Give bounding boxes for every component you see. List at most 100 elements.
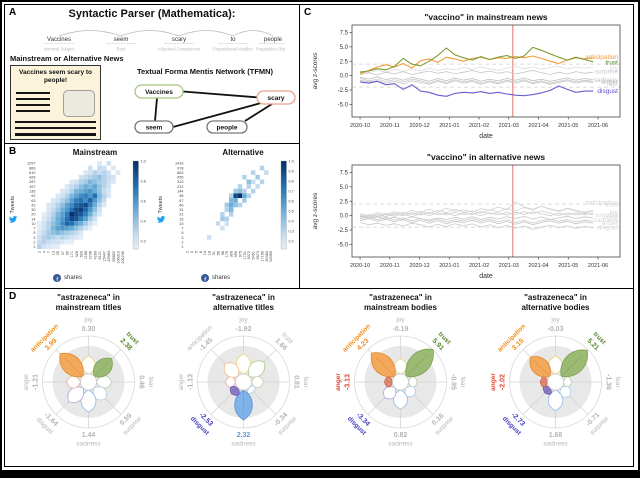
svg-text:0.8: 0.8 <box>141 179 146 183</box>
svg-text:1433: 1433 <box>175 162 183 166</box>
svg-text:10: 10 <box>31 222 35 226</box>
svg-text:"vaccino" in mainstream news: "vaccino" in mainstream news <box>424 12 548 22</box>
svg-text:-2.02: -2.02 <box>499 374 506 390</box>
svg-text:-1.92: -1.92 <box>236 326 252 333</box>
tweets-axis-label: Tweets <box>10 196 16 214</box>
svg-text:people: people <box>217 124 238 131</box>
flower-mainstream-bodies: "astrazeneca" in mainstream bodies joy -0.… <box>323 293 478 458</box>
panel-d: D "astrazeneca" in mainstream titles joy 0… <box>4 288 634 467</box>
svg-text:0.82: 0.82 <box>394 432 408 439</box>
svg-text:date: date <box>479 133 493 140</box>
tweets-axis-mainstream: Tweets <box>8 196 18 224</box>
svg-text:0.8: 0.8 <box>289 179 294 183</box>
svg-text:2021-05: 2021-05 <box>558 263 578 269</box>
svg-text:9673: 9673 <box>256 251 260 259</box>
news-text-line <box>16 110 50 112</box>
tfmn-title: Textual Forma Mentis Network (TFMN) <box>136 67 274 76</box>
svg-text:3072: 3072 <box>247 251 251 259</box>
svg-text:fear: fear <box>607 215 619 222</box>
svg-text:0.6: 0.6 <box>289 199 294 203</box>
svg-text:sadness: sadness <box>594 217 619 224</box>
svg-text:144: 144 <box>177 190 183 194</box>
twitter-icon <box>8 216 18 224</box>
svg-text:2021-02: 2021-02 <box>469 123 489 129</box>
svg-text:"vaccino" in alternative news: "vaccino" in alternative news <box>427 152 545 162</box>
svg-text:67: 67 <box>179 199 183 203</box>
svg-text:seem: seem <box>146 124 163 131</box>
svg-text:0.0: 0.0 <box>340 214 349 220</box>
svg-text:sadness: sadness <box>231 441 256 448</box>
svg-text:scary: scary <box>172 37 186 43</box>
news-text-line <box>16 98 50 100</box>
svg-text:17166: 17166 <box>260 251 264 262</box>
svg-text:anger: anger <box>178 373 185 390</box>
svg-text:0.2: 0.2 <box>289 239 294 243</box>
flower-plot: joy0.30trust2.38fear0.46surprise0.59sadn… <box>23 317 154 448</box>
svg-text:2020-10: 2020-10 <box>350 263 370 269</box>
svg-text:f: f <box>204 276 206 282</box>
flower-title: "astrazeneca" in alternative bodies <box>521 293 590 312</box>
svg-text:13: 13 <box>52 251 56 255</box>
svg-text:0.4: 0.4 <box>141 219 146 223</box>
svg-text:171: 171 <box>70 251 74 257</box>
svg-text:2020-10: 2020-10 <box>350 123 370 129</box>
svg-text:63: 63 <box>31 199 35 203</box>
svg-text:seem: seem <box>114 37 129 43</box>
facebook-icon: f <box>53 274 61 282</box>
svg-text:309: 309 <box>230 251 234 257</box>
svg-text:2021-05: 2021-05 <box>558 123 578 129</box>
svg-text:anger: anger <box>335 373 342 391</box>
svg-text:sadness: sadness <box>76 441 101 448</box>
svg-text:anger: anger <box>601 79 618 86</box>
svg-text:1.0: 1.0 <box>289 159 294 163</box>
panel-b-label: B <box>9 146 17 157</box>
svg-text:avg z-scores: avg z-scores <box>312 52 319 90</box>
svg-text:joy: joy <box>609 210 619 217</box>
svg-text:43: 43 <box>31 203 35 207</box>
svg-text:2021-04: 2021-04 <box>528 123 548 129</box>
svg-text:175: 175 <box>225 251 229 257</box>
svg-text:1: 1 <box>33 245 35 249</box>
svg-text:surprise: surprise <box>595 69 619 76</box>
news-text-line <box>16 104 50 106</box>
svg-text:Vaccines: Vaccines <box>47 37 71 43</box>
svg-text:14: 14 <box>31 217 35 221</box>
flower-plot: joy-0.03trust5.21fear-1.36surprise-0.71s… <box>490 317 621 448</box>
svg-text:0.46: 0.46 <box>138 375 145 389</box>
svg-text:avg z-scores: avg z-scores <box>312 192 319 230</box>
svg-text:joy: joy <box>238 317 248 324</box>
svg-text:8121: 8121 <box>98 251 102 259</box>
svg-text:2.5: 2.5 <box>340 59 349 65</box>
shares-axis-label: shares <box>212 275 231 281</box>
svg-text:7.5: 7.5 <box>340 171 349 177</box>
svg-text:2: 2 <box>186 251 190 253</box>
heatmap-mainstream-title: Mainstream <box>72 148 118 157</box>
svg-text:2020-12: 2020-12 <box>409 123 429 129</box>
svg-text:Prepositional Modifier: Prepositional Modifier <box>213 47 254 52</box>
flower-plot: joy-0.19trust5.91fear-0.95surprise0.16sa… <box>335 317 466 448</box>
svg-text:-0.95: -0.95 <box>450 374 457 390</box>
tweets-axis-label: Tweets <box>158 196 164 214</box>
svg-text:-2.5: -2.5 <box>338 228 349 234</box>
svg-text:-0.03: -0.03 <box>548 326 564 333</box>
svg-text:30: 30 <box>31 208 35 212</box>
svg-text:2020-11: 2020-11 <box>380 263 400 269</box>
svg-text:Vaccines: Vaccines <box>145 89 173 96</box>
svg-text:7: 7 <box>33 227 35 231</box>
svg-text:21: 21 <box>179 213 183 217</box>
dependency-parse-diagram: Vaccines Nominal Subject seem Root scary Adje… <box>44 30 285 52</box>
svg-text:-5.0: -5.0 <box>338 102 349 108</box>
svg-text:surprise: surprise <box>595 212 619 219</box>
svg-text:10: 10 <box>203 251 207 255</box>
svg-text:428: 428 <box>29 176 35 180</box>
svg-text:f: f <box>56 276 58 282</box>
svg-text:2: 2 <box>38 251 42 253</box>
panel-a-label: A <box>9 7 17 18</box>
svg-text:20: 20 <box>31 213 35 217</box>
svg-text:-0.19: -0.19 <box>393 326 409 333</box>
svg-text:889: 889 <box>29 166 35 170</box>
news-headline: Vaccines seem scary to people! <box>19 69 92 84</box>
syntactic-parser-title: Syntactic Parser (Mathematica): <box>68 8 236 20</box>
svg-text:date: date <box>479 273 493 280</box>
